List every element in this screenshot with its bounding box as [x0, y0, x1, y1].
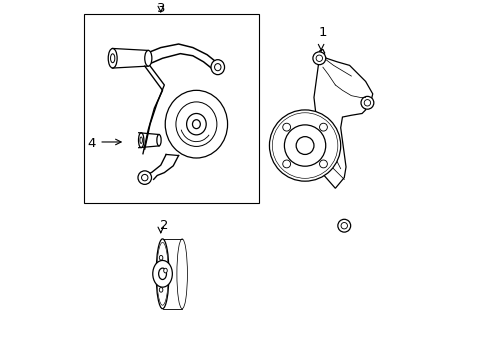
Bar: [84, 14, 258, 203]
Ellipse shape: [156, 239, 169, 309]
Circle shape: [282, 160, 290, 168]
Ellipse shape: [138, 171, 151, 184]
Circle shape: [315, 55, 322, 62]
Ellipse shape: [157, 135, 161, 146]
Ellipse shape: [186, 113, 206, 135]
Ellipse shape: [152, 260, 172, 287]
Circle shape: [364, 100, 370, 106]
Circle shape: [272, 113, 337, 178]
Ellipse shape: [110, 54, 115, 63]
Ellipse shape: [138, 133, 143, 148]
Ellipse shape: [211, 60, 224, 75]
Circle shape: [284, 125, 325, 166]
Circle shape: [340, 222, 347, 229]
Ellipse shape: [141, 174, 148, 181]
Ellipse shape: [140, 137, 142, 143]
Ellipse shape: [158, 268, 166, 279]
Circle shape: [319, 123, 326, 131]
Polygon shape: [313, 49, 372, 188]
Ellipse shape: [165, 90, 227, 158]
Ellipse shape: [157, 242, 168, 305]
Text: 3: 3: [156, 2, 164, 15]
Ellipse shape: [177, 239, 187, 309]
Ellipse shape: [159, 256, 163, 260]
Ellipse shape: [192, 120, 200, 129]
Circle shape: [269, 110, 340, 181]
Text: 1: 1: [318, 26, 326, 39]
Circle shape: [312, 52, 325, 65]
Circle shape: [360, 96, 373, 109]
Text: 4: 4: [88, 137, 96, 150]
Ellipse shape: [163, 268, 167, 273]
Ellipse shape: [144, 50, 152, 66]
Ellipse shape: [176, 102, 217, 147]
Text: 2: 2: [160, 219, 168, 232]
Circle shape: [282, 123, 290, 131]
Ellipse shape: [159, 288, 163, 292]
Ellipse shape: [214, 64, 221, 71]
Ellipse shape: [108, 49, 117, 68]
Circle shape: [296, 137, 313, 154]
Circle shape: [337, 219, 350, 232]
Circle shape: [319, 160, 326, 168]
